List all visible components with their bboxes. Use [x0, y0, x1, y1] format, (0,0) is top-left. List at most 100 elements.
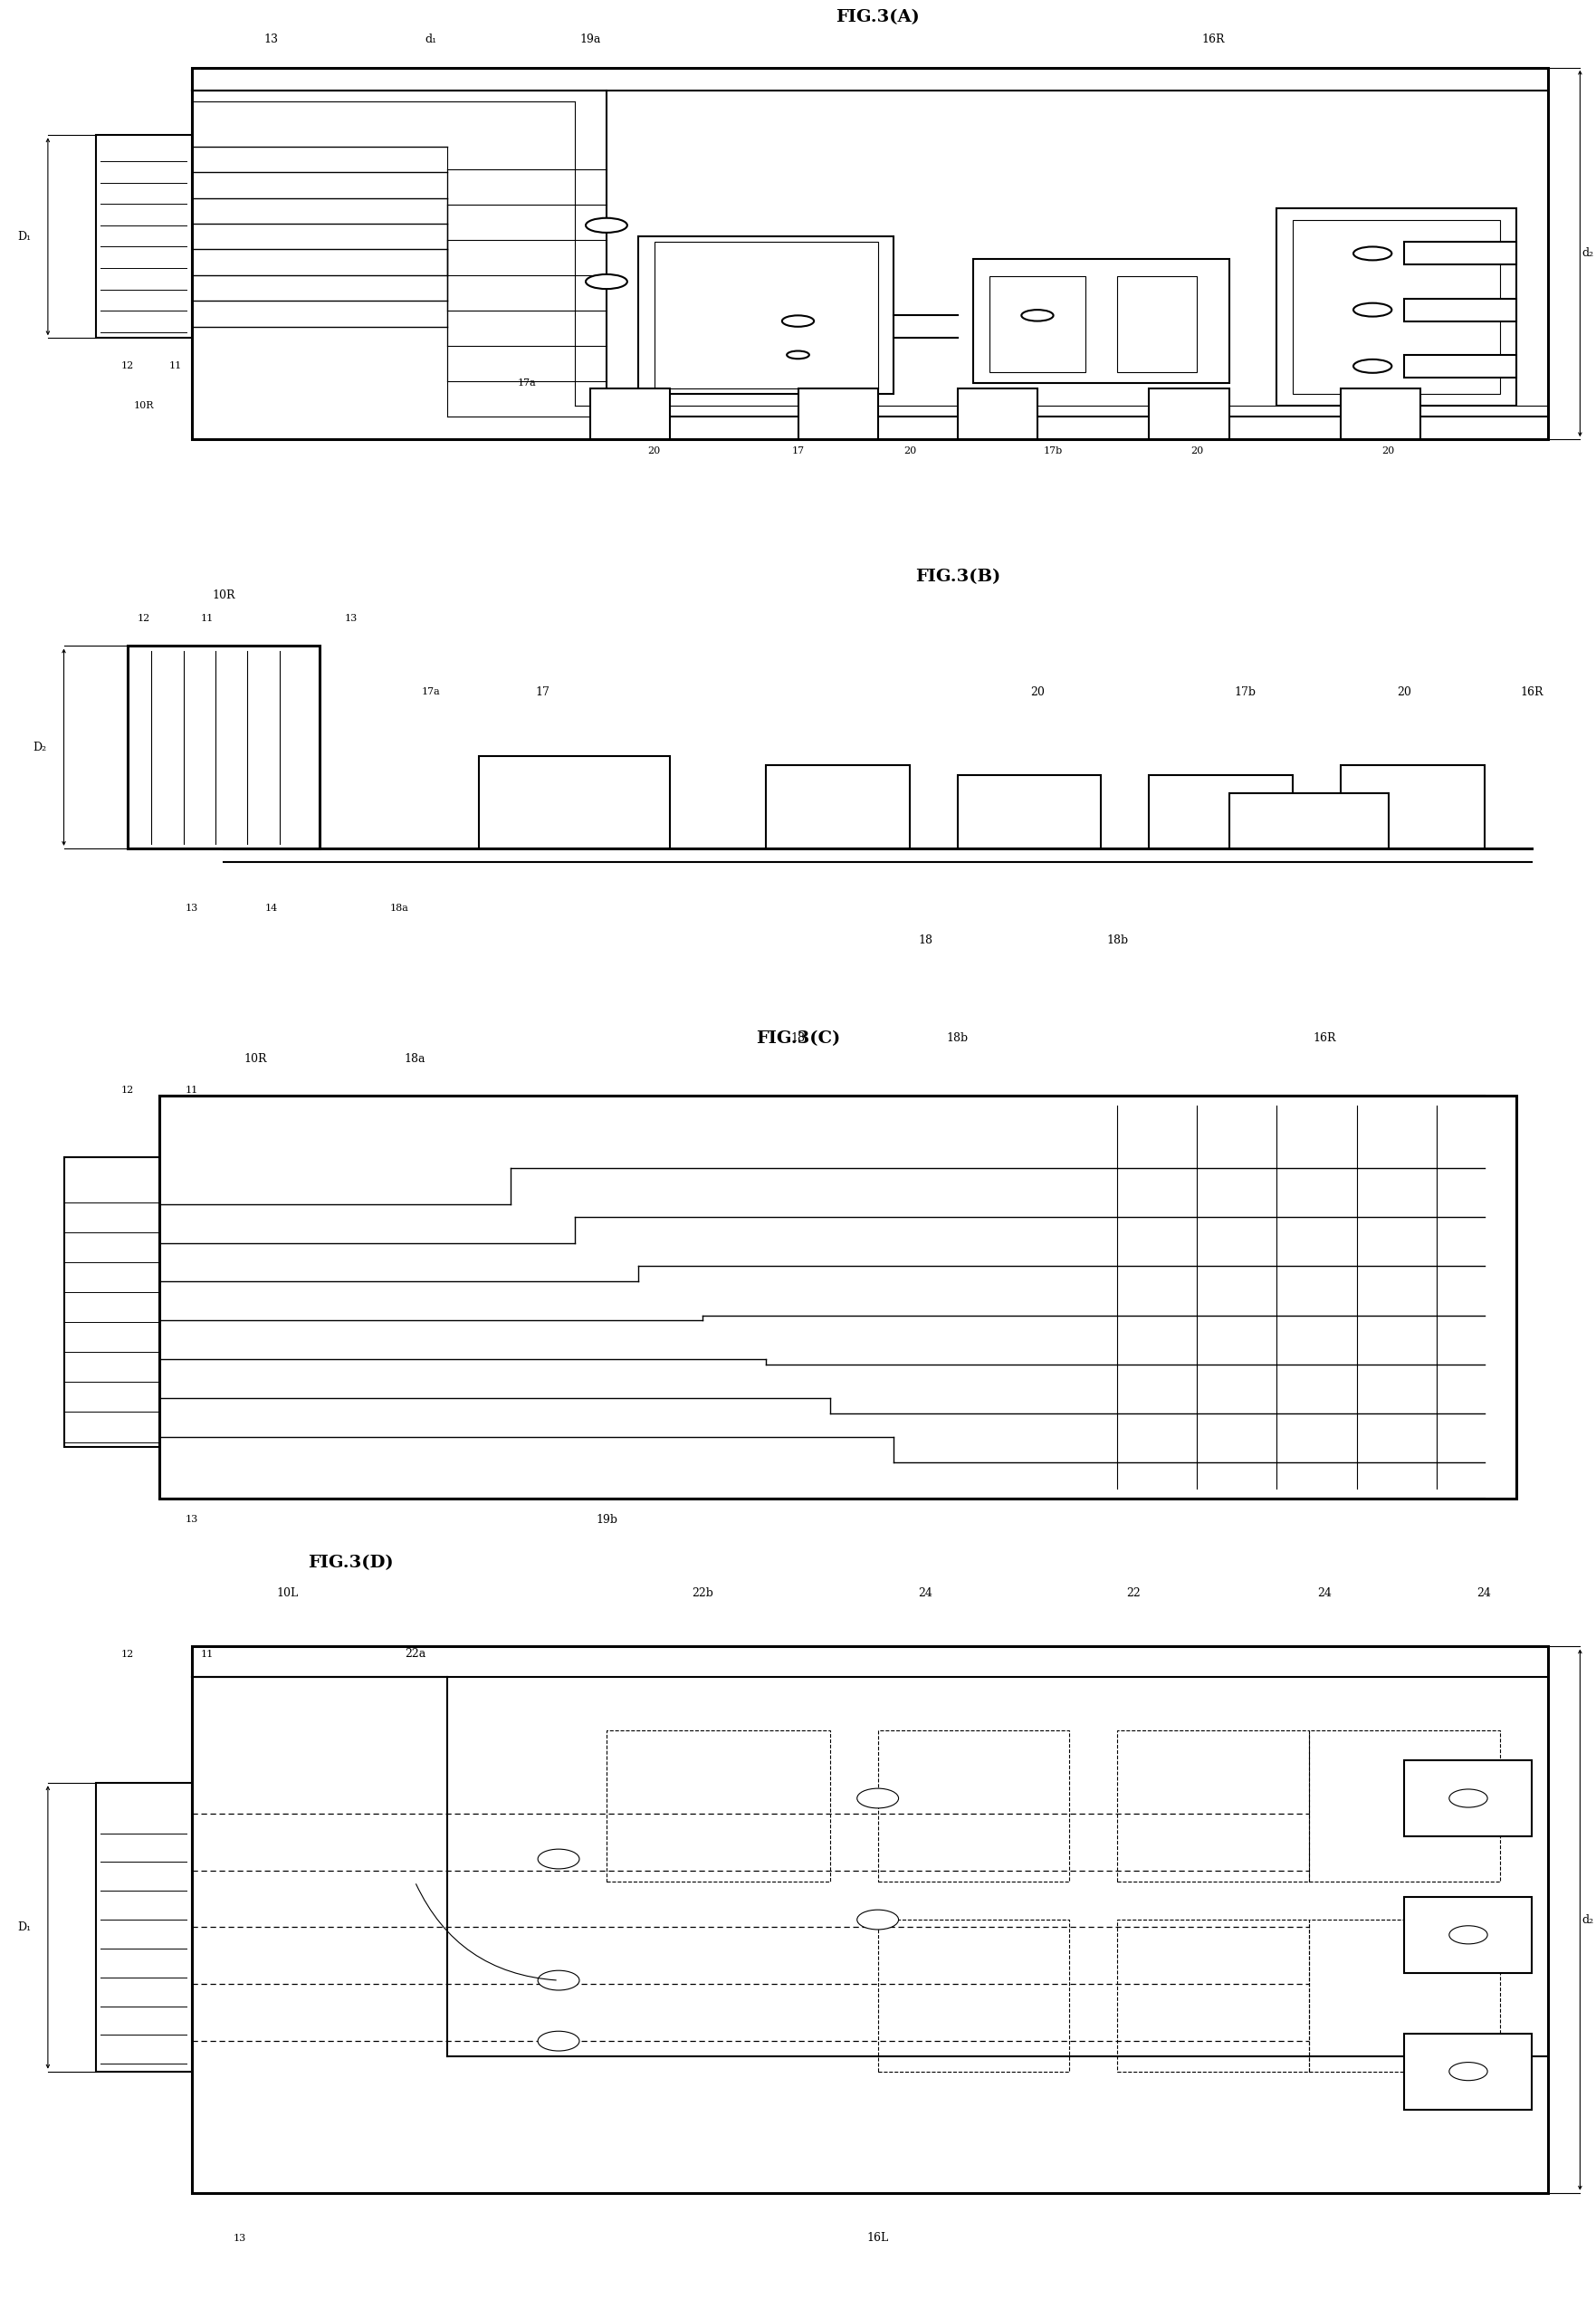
Text: 18: 18	[790, 1032, 806, 1044]
Text: 10R: 10R	[134, 400, 153, 409]
Text: 24: 24	[1317, 1589, 1333, 1600]
Text: 20: 20	[1382, 446, 1395, 455]
Text: d₂: d₂	[1582, 248, 1594, 260]
Bar	[1277, 209, 1516, 405]
Text: 16L: 16L	[867, 2232, 889, 2244]
Text: D₁: D₁	[18, 230, 30, 241]
Bar	[798, 389, 878, 439]
Text: 16R: 16R	[1202, 34, 1224, 46]
Circle shape	[586, 218, 627, 232]
Text: FIG.3(D): FIG.3(D)	[308, 1554, 394, 1570]
Bar	[1404, 1897, 1532, 1973]
Circle shape	[538, 2032, 579, 2051]
Text: FIG.3(C): FIG.3(C)	[757, 1030, 839, 1046]
Text: 24: 24	[1476, 1589, 1492, 1600]
Text: 22: 22	[1127, 1589, 1140, 1600]
Bar	[1404, 2032, 1532, 2110]
Bar	[1404, 1761, 1532, 1837]
Bar	[64, 1156, 160, 1448]
Text: 11: 11	[185, 1085, 198, 1094]
Circle shape	[538, 1970, 579, 1991]
Circle shape	[1449, 2062, 1487, 2081]
Text: FIG.3(B): FIG.3(B)	[915, 568, 1001, 586]
Bar	[192, 67, 1548, 439]
Text: 18b: 18b	[1106, 933, 1128, 947]
Bar	[1117, 276, 1197, 372]
Bar	[958, 775, 1101, 848]
Circle shape	[586, 274, 627, 290]
Circle shape	[857, 1910, 899, 1929]
Text: 17b: 17b	[1234, 685, 1256, 699]
Text: 13: 13	[233, 2235, 246, 2244]
Text: 20: 20	[1191, 446, 1203, 455]
Bar	[1309, 1729, 1500, 1881]
Text: 10R: 10R	[212, 589, 235, 602]
Bar	[128, 646, 319, 848]
Text: 20: 20	[1029, 685, 1045, 699]
Text: 12: 12	[137, 614, 150, 623]
Text: 17: 17	[535, 685, 551, 699]
Bar	[878, 1729, 1069, 1881]
Circle shape	[1353, 246, 1392, 260]
Text: 17b: 17b	[1044, 446, 1063, 455]
Bar	[1341, 389, 1420, 439]
Text: d₂: d₂	[1582, 1913, 1594, 1927]
Bar	[1309, 1920, 1500, 2071]
Text: 11: 11	[201, 1651, 214, 1658]
Bar	[638, 237, 894, 395]
Text: 20: 20	[648, 446, 661, 455]
Text: 13: 13	[185, 904, 198, 913]
Text: 22a: 22a	[404, 1648, 426, 1660]
Text: 13: 13	[345, 614, 358, 623]
Text: 12: 12	[121, 361, 134, 370]
Bar	[192, 1646, 1548, 2193]
Bar	[1404, 241, 1516, 264]
Circle shape	[782, 315, 814, 326]
Text: FIG.3(A): FIG.3(A)	[836, 9, 919, 25]
Text: 12: 12	[121, 1651, 134, 1658]
Bar	[96, 136, 192, 338]
Text: 10R: 10R	[244, 1053, 267, 1064]
Circle shape	[1021, 310, 1053, 322]
Bar	[766, 766, 910, 848]
Text: 13: 13	[263, 34, 279, 46]
Text: 20: 20	[1396, 685, 1412, 699]
Circle shape	[1449, 1789, 1487, 1807]
Bar	[1341, 766, 1484, 848]
Circle shape	[1353, 359, 1392, 372]
Text: 17a: 17a	[517, 379, 536, 389]
Bar	[990, 276, 1085, 372]
Text: 18b: 18b	[946, 1032, 969, 1044]
Text: 17: 17	[792, 446, 804, 455]
Text: d₁: d₁	[425, 34, 437, 46]
Bar	[479, 756, 670, 848]
Text: 18a: 18a	[389, 904, 409, 913]
Text: 24: 24	[918, 1589, 934, 1600]
Text: 17a: 17a	[421, 687, 440, 697]
Bar	[1117, 1729, 1309, 1881]
Bar	[1404, 299, 1516, 322]
Text: 19a: 19a	[579, 34, 602, 46]
Bar	[1149, 389, 1229, 439]
Bar	[1293, 221, 1500, 395]
Circle shape	[787, 352, 809, 359]
Text: D₁: D₁	[18, 1922, 30, 1933]
Bar	[160, 1094, 1516, 1499]
Bar	[1404, 354, 1516, 377]
Text: 22b: 22b	[691, 1589, 713, 1600]
Text: D₂: D₂	[34, 740, 46, 754]
Circle shape	[538, 1848, 579, 1869]
Text: 10L: 10L	[276, 1589, 298, 1600]
Text: 11: 11	[201, 614, 214, 623]
Circle shape	[1353, 303, 1392, 317]
Text: 11: 11	[169, 361, 182, 370]
Bar	[654, 241, 878, 389]
Text: 13: 13	[185, 1515, 198, 1524]
Circle shape	[1449, 1927, 1487, 1945]
Bar	[606, 1729, 830, 1881]
Text: 14: 14	[265, 904, 278, 913]
Bar	[974, 260, 1229, 384]
Bar	[96, 1784, 192, 2071]
Text: 12: 12	[121, 1085, 134, 1094]
Text: 18: 18	[918, 933, 934, 947]
